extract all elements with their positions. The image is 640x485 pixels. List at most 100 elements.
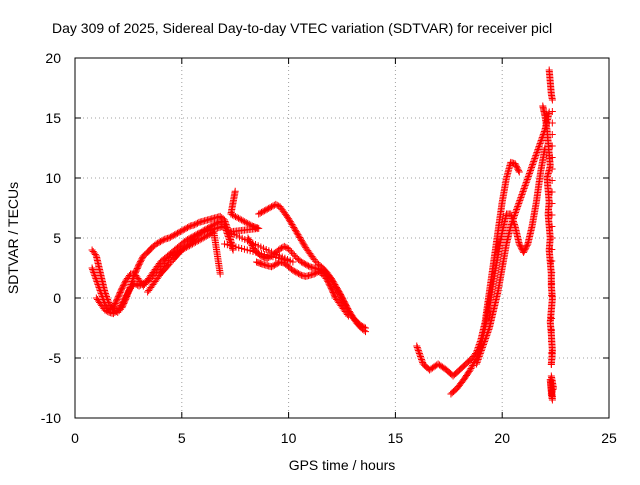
- data-points: [88, 66, 557, 404]
- data-point: [182, 236, 190, 244]
- data-point: [221, 240, 229, 248]
- y-tick-label: 15: [45, 110, 61, 126]
- data-point: [334, 286, 342, 294]
- data-point: [90, 270, 98, 278]
- data-point: [302, 260, 310, 268]
- x-tick-label: 25: [601, 430, 617, 446]
- data-point: [268, 203, 276, 211]
- data-point: [138, 280, 146, 288]
- data-point: [548, 119, 556, 127]
- data-point: [97, 290, 105, 297]
- data-point: [226, 242, 234, 249]
- data-point: [535, 143, 543, 150]
- chart-title: Day 309 of 2025, Sidereal Day-to-day VTE…: [52, 20, 552, 36]
- data-point: [152, 240, 160, 248]
- y-tick-label: -10: [41, 410, 61, 426]
- data-point: [269, 253, 277, 261]
- data-point: [332, 282, 340, 290]
- data-point: [510, 212, 518, 219]
- data-point: [331, 281, 339, 289]
- data-point: [474, 356, 482, 363]
- data-point: [548, 154, 556, 161]
- data-point: [548, 108, 556, 115]
- data-point: [292, 268, 300, 276]
- data-point: [240, 245, 248, 253]
- data-point: [128, 283, 136, 291]
- data-point: [205, 224, 213, 232]
- data-point: [266, 204, 274, 212]
- data-point: [478, 344, 486, 351]
- data-point: [484, 329, 492, 336]
- data-point: [256, 209, 264, 217]
- data-point: [122, 277, 130, 285]
- data-point: [252, 248, 260, 256]
- series-group: [92, 228, 224, 318]
- data-point: [522, 179, 530, 186]
- data-point: [510, 213, 518, 221]
- data-point: [209, 221, 217, 229]
- data-point: [191, 221, 199, 229]
- data-point: [511, 210, 519, 218]
- data-point: [185, 223, 193, 231]
- data-point: [520, 186, 528, 194]
- data-point: [414, 347, 422, 354]
- data-point: [203, 224, 211, 232]
- data-point: [477, 347, 485, 354]
- series-group: [144, 217, 237, 296]
- data-point: [289, 266, 297, 274]
- data-point: [129, 276, 137, 284]
- y-axis-label: SDTVAR / TECUs: [5, 182, 21, 294]
- data-point: [517, 192, 525, 200]
- data-point: [548, 223, 556, 230]
- data-point: [533, 149, 541, 156]
- axis-ticks: 0 5 10 15 20 25 -10 -5 0 5 10 15 20: [41, 50, 617, 446]
- data-point: [263, 251, 271, 259]
- data-point: [91, 273, 99, 281]
- data-point: [215, 218, 223, 226]
- data-point: [101, 306, 109, 314]
- data-point: [530, 156, 538, 164]
- data-point: [196, 236, 204, 244]
- data-point: [258, 208, 266, 216]
- data-point: [535, 144, 543, 152]
- data-point: [290, 251, 298, 259]
- data-point: [299, 239, 307, 247]
- data-point: [536, 140, 544, 147]
- data-point: [282, 243, 290, 251]
- data-point: [286, 246, 294, 254]
- data-point: [99, 296, 107, 303]
- data-point: [92, 276, 100, 284]
- data-point: [238, 245, 246, 252]
- data-point: [224, 233, 232, 240]
- data-point: [132, 280, 140, 288]
- data-point: [195, 237, 203, 245]
- data-point: [272, 254, 280, 261]
- data-point: [175, 228, 183, 236]
- series-group: [545, 66, 557, 404]
- data-point: [514, 201, 522, 209]
- data-point: [520, 185, 528, 192]
- data-point: [417, 354, 425, 362]
- data-point: [530, 158, 538, 165]
- data-point: [96, 287, 104, 294]
- data-point: [528, 162, 536, 170]
- data-point: [260, 251, 268, 258]
- data-point: [182, 224, 190, 232]
- data-point: [513, 204, 521, 212]
- data-point: [104, 308, 112, 316]
- data-point: [216, 217, 224, 225]
- data-point: [332, 283, 340, 291]
- data-point: [509, 216, 517, 224]
- data-point: [192, 220, 200, 228]
- data-point: [295, 270, 303, 278]
- data-point: [242, 219, 250, 227]
- data-point: [227, 210, 235, 218]
- data-point: [241, 218, 249, 226]
- data-point: [199, 227, 207, 235]
- data-point: [272, 260, 280, 268]
- data-point: [277, 255, 285, 263]
- data-point: [183, 224, 191, 232]
- data-point: [165, 234, 173, 242]
- data-point: [296, 234, 304, 242]
- data-point: [124, 289, 132, 297]
